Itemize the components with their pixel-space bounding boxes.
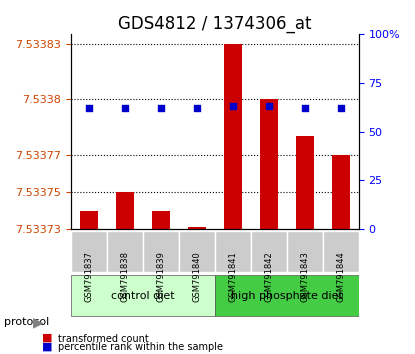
Text: GSM791841: GSM791841 (228, 251, 237, 302)
Bar (260, 99, 278, 229)
FancyBboxPatch shape (287, 231, 322, 272)
Text: ■: ■ (42, 332, 52, 343)
Bar (152, 211, 170, 229)
Point (157, 105, 164, 111)
Bar (332, 155, 350, 229)
Point (229, 104, 236, 109)
FancyBboxPatch shape (107, 231, 143, 272)
FancyBboxPatch shape (215, 231, 251, 272)
Point (337, 105, 344, 111)
Text: protocol: protocol (4, 317, 49, 327)
FancyBboxPatch shape (215, 275, 359, 316)
Text: transformed count: transformed count (58, 333, 149, 344)
FancyBboxPatch shape (179, 231, 215, 272)
Point (122, 105, 128, 111)
Title: GDS4812 / 1374306_at: GDS4812 / 1374306_at (118, 15, 311, 33)
FancyBboxPatch shape (251, 231, 287, 272)
Point (193, 105, 200, 111)
Point (85, 105, 92, 111)
Bar (224, 44, 242, 229)
Text: ▶: ▶ (33, 315, 44, 329)
Text: GSM791842: GSM791842 (264, 251, 273, 302)
Text: control diet: control diet (111, 291, 175, 301)
Text: GSM791838: GSM791838 (120, 251, 129, 302)
FancyBboxPatch shape (143, 231, 179, 272)
Text: GSM791840: GSM791840 (192, 251, 201, 302)
Text: high phosphate diet: high phosphate diet (231, 291, 343, 301)
Text: ■: ■ (42, 342, 52, 352)
FancyBboxPatch shape (322, 231, 359, 272)
Bar (116, 192, 134, 229)
Text: percentile rank within the sample: percentile rank within the sample (58, 342, 223, 353)
Point (301, 105, 308, 111)
Text: GSM791843: GSM791843 (300, 251, 309, 302)
Point (265, 104, 272, 109)
Bar (295, 136, 314, 229)
FancyBboxPatch shape (71, 275, 215, 316)
FancyBboxPatch shape (71, 231, 107, 272)
Text: GSM791844: GSM791844 (336, 251, 345, 302)
Bar (80, 211, 98, 229)
Text: GSM791837: GSM791837 (84, 251, 93, 302)
Bar (188, 227, 206, 229)
Text: GSM791839: GSM791839 (156, 251, 165, 302)
